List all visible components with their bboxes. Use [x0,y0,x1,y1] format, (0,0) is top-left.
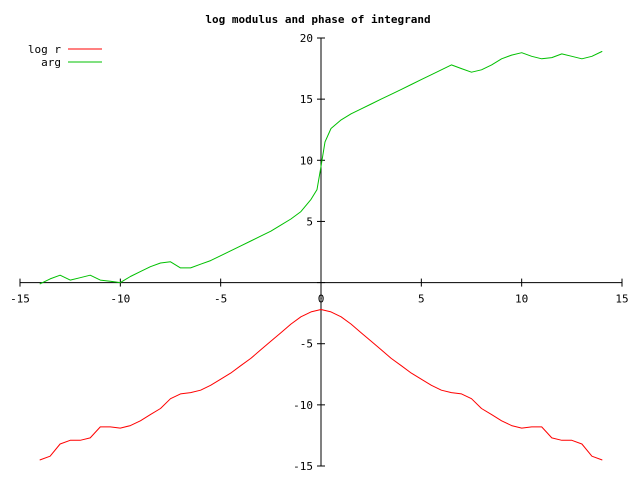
x-tick-label: 5 [418,293,425,306]
x-tick-label: -15 [10,293,30,306]
y-tick-label: 5 [306,215,313,228]
y-tick-label: 20 [300,32,313,45]
axes-layer: -15 -10 -5 0 5 10 15 -15 -10 -5 5 10 15 20 [10,32,629,473]
x-tick-label: 0 [318,293,325,306]
x-tick-label: -10 [110,293,130,306]
x-tick-label: 10 [515,293,528,306]
x-tick-label: -5 [214,293,227,306]
series-layer [39,51,603,461]
y-tick-label: -5 [300,338,313,351]
y-tick-label: 10 [300,154,313,167]
series-line-log-r [39,309,603,461]
y-tick-label: 15 [300,93,313,106]
y-tick-label: -10 [293,399,313,412]
x-tick-label: 15 [615,293,628,306]
chart-title: log modulus and phase of integrand [205,13,430,26]
legend-label: log r [28,43,61,56]
series-line-arg [39,51,603,285]
y-tick-label: -15 [293,460,313,473]
legend-label: arg [41,56,61,69]
